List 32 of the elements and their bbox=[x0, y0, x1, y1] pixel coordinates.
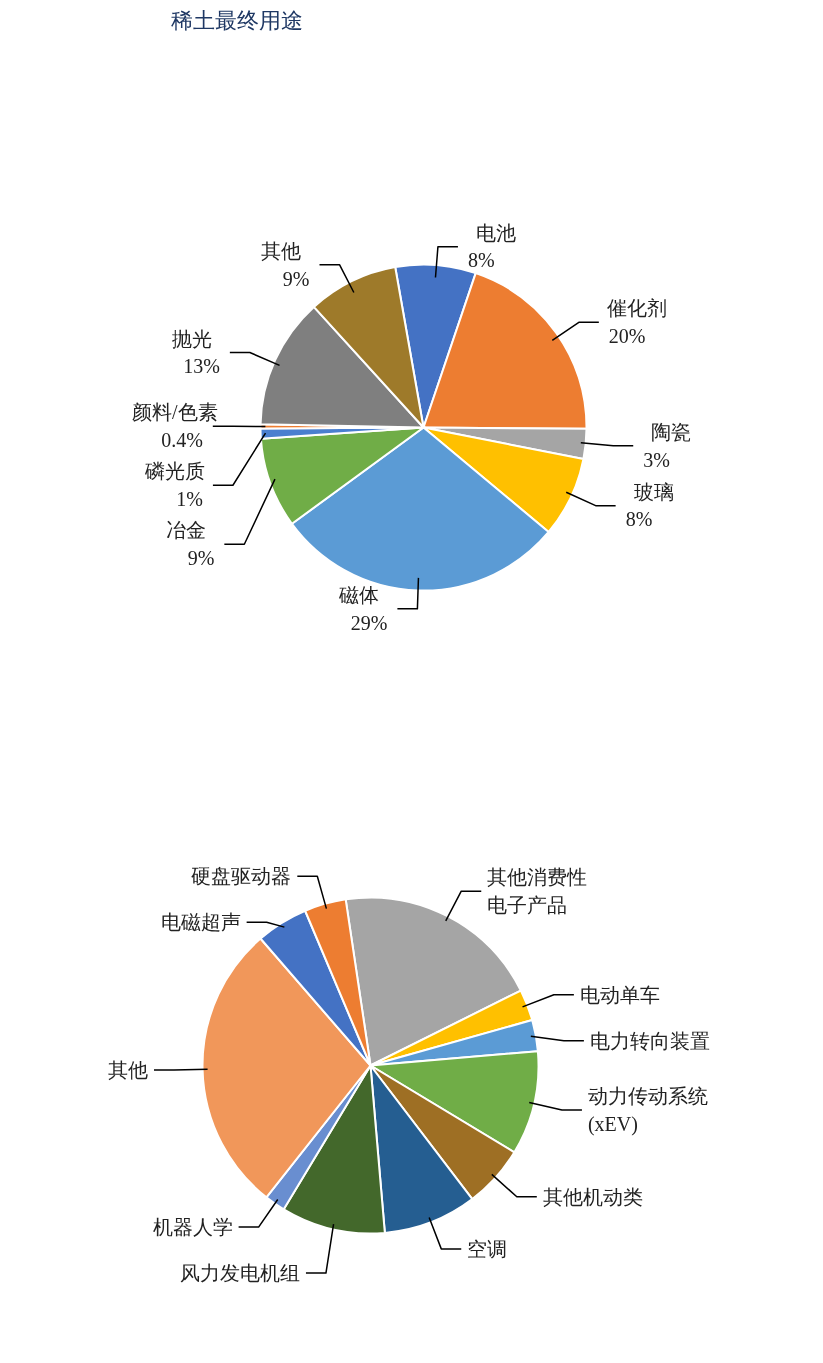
slice-label: 磁体 bbox=[338, 584, 380, 607]
slice-label: 电池 bbox=[475, 221, 516, 244]
data-label: 3% bbox=[643, 448, 670, 471]
slice-label: 电磁超声 bbox=[160, 911, 241, 934]
slice-label: 电力转向装置 bbox=[589, 1029, 710, 1052]
data-label: 20% bbox=[608, 325, 646, 348]
slice-label: 颜料/色素 bbox=[132, 401, 218, 424]
slice-label: 抛光 bbox=[171, 327, 212, 350]
data-label: 9% bbox=[282, 267, 310, 290]
slice-label: 其他消费性电子产品 bbox=[487, 866, 588, 916]
slice-label: 动力传动系统 (xEV) bbox=[587, 1085, 708, 1136]
data-label: 0.4% bbox=[161, 429, 203, 452]
slice-label: 其他 bbox=[261, 239, 302, 262]
slice-label: 其他机动类 bbox=[542, 1185, 643, 1208]
slice-label: 催化剂 bbox=[606, 297, 667, 320]
data-label: 8% bbox=[467, 249, 495, 272]
chart-title: 稀土最终用途 bbox=[170, 7, 303, 33]
slice-label: 机器人学 bbox=[152, 1216, 233, 1239]
slice-label: 其他 bbox=[107, 1058, 148, 1081]
data-label: 13% bbox=[183, 355, 220, 378]
slice-label: 空调 bbox=[467, 1237, 508, 1260]
slice-label: 磷光质 bbox=[143, 460, 205, 483]
slice-label: 陶瓷 bbox=[651, 420, 692, 443]
data-label: 8% bbox=[625, 508, 653, 531]
slice-label: 风力发电机组 bbox=[179, 1262, 300, 1285]
slice-label: 硬盘驱动器 bbox=[191, 865, 292, 888]
data-label: 29% bbox=[350, 611, 388, 634]
data-label: 1% bbox=[176, 488, 203, 511]
data-label: 9% bbox=[187, 547, 215, 570]
slice-label: 玻璃 bbox=[633, 480, 674, 503]
slice-label: 电动单车 bbox=[579, 983, 660, 1006]
slice-label: 冶金 bbox=[166, 519, 207, 542]
